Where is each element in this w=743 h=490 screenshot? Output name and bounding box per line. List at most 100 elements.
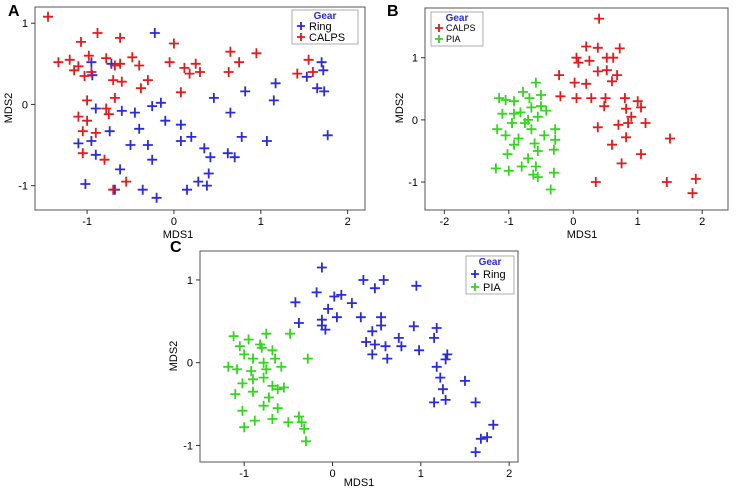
panel-c-pia-point-37 [278, 382, 289, 393]
panel-a-calps-point-31 [303, 54, 314, 65]
panel-a-ring-point-7 [312, 83, 323, 94]
panel-c-pia-point-35 [239, 422, 250, 433]
panel-a-calps-point-0 [43, 11, 53, 22]
panel-b-calps-point-26 [623, 118, 634, 128]
panel-b-calps-point-10 [592, 66, 603, 77]
panel-b-calps-point-27 [640, 118, 651, 128]
panel-a-ring-point-13 [225, 107, 236, 118]
panel-c-pia-point-31 [293, 411, 304, 422]
panel-b-calps-point-23 [621, 103, 632, 114]
panel-c-ring-point-18 [367, 326, 378, 337]
panel-a-calps-point-4 [53, 57, 64, 68]
panel-a-calps-point-38 [77, 126, 88, 137]
panel-b-pia-point-2 [509, 96, 519, 107]
panel-a-ring-point-44 [151, 192, 162, 203]
panel-c-ring-point-4 [311, 287, 322, 298]
panel-a-calps-point-24 [234, 57, 245, 68]
panel-c-ring-point-35 [437, 384, 448, 395]
panel-b-pia-point-37 [519, 118, 530, 128]
panel-a-ring-point-40 [182, 184, 192, 195]
panel-b: B -2 -1 0 1 2 -1 0 1 MDS1 MDS2 Gear CALPS PIA [387, 3, 729, 241]
panel-c-pia-point-30 [267, 414, 278, 424]
panel-a-ring-point-31 [90, 149, 101, 160]
panel-a-ring-point-39 [201, 180, 212, 191]
panel-a-y-tick-label: 1 [22, 18, 28, 30]
panel-a-calps-point-39 [90, 127, 101, 138]
panel-c-y-tick-label: 1 [187, 275, 193, 287]
panel-a-ring-point-37 [205, 152, 216, 163]
panel-b-pia-point-3 [500, 95, 511, 105]
panel-a-ring-point-18 [90, 103, 101, 114]
panel-a-calps-point-34 [109, 92, 120, 103]
panel-c-pia-point-12 [223, 361, 234, 372]
panel-c-ring-point-1 [358, 275, 369, 285]
panel-c-ring-point-8 [369, 283, 380, 294]
panel-c-ring-point-2 [378, 275, 389, 285]
panel-a-legend-ring-marker [297, 22, 305, 30]
panel-b-pia-point-36 [513, 133, 524, 144]
panel-b-y-tick-label: 0 [412, 115, 418, 127]
panel-a-calps-point-7 [101, 53, 112, 64]
panel-a-y-tick-label: -1 [18, 181, 28, 193]
panel-c-ring-point-5 [329, 291, 340, 302]
panel-a-letter: A [8, 3, 20, 20]
panel-a-legend: Gear Ring CALPS [291, 9, 359, 45]
panel-a-calps-point-21 [164, 57, 175, 68]
panel-a-legend-calps-marker [297, 33, 305, 41]
panel-c-y-axis-title: MDS2 [168, 341, 180, 372]
panel-a-calps-point-18 [168, 38, 179, 49]
panel-c: C -1 0 1 2 -1 0 1 MDS1 MDS2 Gear Ring PIA [168, 239, 519, 489]
panel-c-pia-point-18 [237, 378, 248, 389]
panel-b-x-axis-title: MDS1 [567, 229, 598, 241]
panel-a-calps-point-26 [184, 68, 195, 79]
panel-b-calps-point-25 [626, 111, 637, 122]
panel-c-ring-point-3 [411, 280, 422, 291]
panel-b-x-tick-label: -2 [439, 216, 449, 228]
panel-b-legend: Gear CALPS PIA [430, 11, 484, 47]
panel-a-calps-point-9 [109, 60, 120, 71]
panel-c-pia-point-34 [283, 417, 294, 428]
panel-a-calps-point-33 [292, 68, 303, 79]
panel-a-ring-point-1 [86, 57, 97, 68]
panel-c-ring-point-29 [442, 349, 453, 360]
panel-c-ring-point-22 [393, 332, 404, 343]
panel-b-calps-point-2 [592, 42, 603, 53]
panel-b-pia-point-4 [524, 93, 535, 104]
panel-c-pia-point-33 [299, 423, 310, 434]
panel-b-pia-point-10 [509, 108, 519, 119]
panel-a-y-axis-title: MDS2 [3, 93, 15, 124]
panel-b-calps-point-16 [571, 93, 582, 104]
panel-b-calps-point-31 [621, 132, 632, 143]
panel-c-pia-point-21 [267, 380, 278, 391]
panel-b-pia-point-0 [530, 77, 541, 88]
panel-c-ring-point-40 [488, 419, 499, 430]
panel-a-ring-point-29 [147, 154, 158, 165]
panel-c-pia-point-17 [302, 353, 313, 364]
panel-c-pia-point-20 [258, 372, 269, 383]
panel-c-legend: Gear Ring PIA [465, 255, 515, 295]
panel-a-calps-point-28 [142, 75, 153, 86]
panel-a-calps-point-2 [92, 28, 103, 38]
panel-c-pia-point-26 [258, 400, 269, 411]
panel-a-ring-point-24 [125, 140, 136, 150]
panel-c-ring-point-10 [293, 318, 304, 328]
panel-a-ring-point-17 [129, 107, 140, 118]
panel-a-calps-point-1 [76, 36, 86, 47]
panel-c-ring-point-25 [369, 339, 380, 350]
panel-c-pia-point-29 [249, 415, 260, 426]
panel-c-pia-point-7 [267, 345, 278, 356]
panel-b-legend-pia-marker [435, 35, 443, 43]
panel-c-ring-point-24 [361, 337, 372, 347]
panel-c-ring-point-43 [470, 447, 481, 458]
panel-b-calps-point-30 [607, 139, 617, 150]
panel-b-calps-point-14 [569, 77, 580, 88]
panel-c-pia-point-23 [230, 389, 241, 400]
panel-a-ring-point-9 [270, 78, 281, 89]
panel-a-calps-point-6 [83, 50, 94, 61]
panel-b-calps-point-22 [599, 101, 610, 112]
panel-b-pia-point-5 [536, 90, 546, 100]
panel-c-ring-point-36 [460, 375, 470, 386]
panel-c-x-tick-label: 2 [506, 468, 512, 480]
panel-b-x-tick-label: 2 [699, 216, 705, 228]
